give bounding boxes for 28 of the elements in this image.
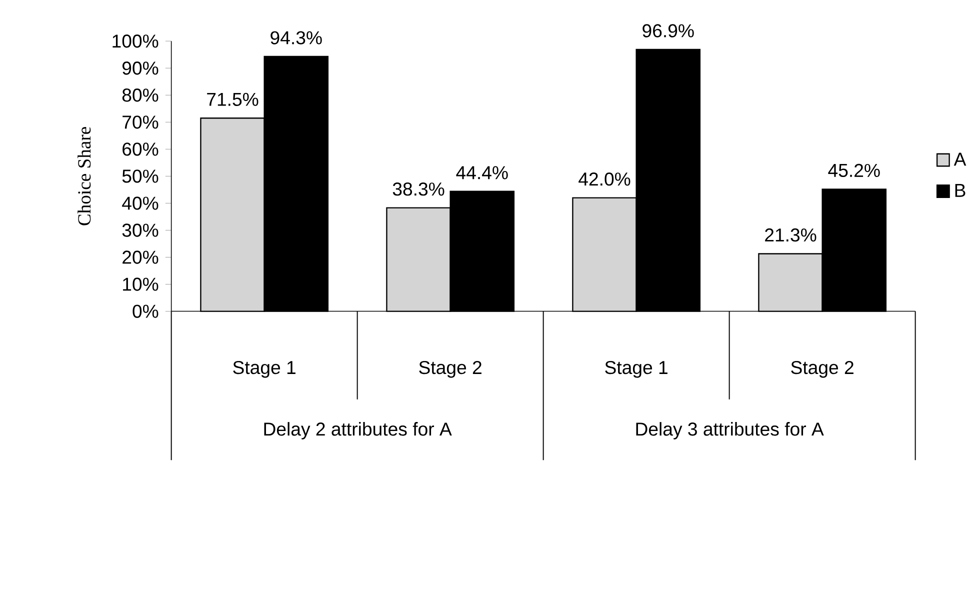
y-tick-label: 100% bbox=[112, 34, 158, 48]
y-tick-label: 70% bbox=[122, 116, 158, 129]
y-tick-label: 80% bbox=[122, 88, 158, 102]
legend-label: B bbox=[955, 184, 966, 197]
y-tick-label: 30% bbox=[122, 224, 158, 237]
data-label: 21.3% bbox=[765, 228, 816, 242]
text: Delay 3 attributes for A bbox=[636, 422, 824, 440]
x-tick-label: Stage 2 bbox=[419, 361, 482, 378]
x-tick-label: Stage 1 bbox=[233, 361, 296, 378]
data-label: 38.3% bbox=[392, 182, 444, 196]
x-tick-label: Stage 2 bbox=[791, 361, 854, 378]
y-tick-label: 60% bbox=[122, 142, 158, 156]
y-tick-label: 40% bbox=[122, 196, 158, 210]
y-tick-label: 50% bbox=[122, 170, 158, 183]
data-label: 96.9% bbox=[642, 24, 694, 38]
text: Delay 2 attributes for A bbox=[264, 422, 452, 440]
y-tick-label: 10% bbox=[123, 278, 158, 291]
data-label: 42.0% bbox=[578, 172, 630, 186]
y-tick-label: 90% bbox=[122, 62, 158, 75]
data-label: 44.4% bbox=[456, 166, 508, 180]
y-axis-title: Choice Share bbox=[78, 127, 91, 226]
y-tick-label: 20% bbox=[122, 250, 158, 264]
data-label: 94.3% bbox=[270, 31, 322, 44]
x-tick-label: Stage 1 bbox=[605, 361, 668, 378]
y-tick-label: 0% bbox=[132, 304, 158, 318]
data-label: 45.2% bbox=[828, 164, 880, 178]
data-label: 71.5% bbox=[207, 92, 258, 106]
legend-label: A bbox=[954, 152, 966, 166]
